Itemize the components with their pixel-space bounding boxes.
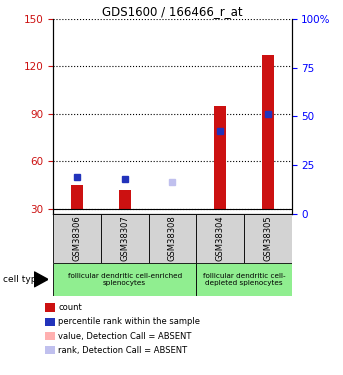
FancyBboxPatch shape (196, 262, 292, 296)
Text: follicular dendritic cell-
depleted splenocytes: follicular dendritic cell- depleted sple… (203, 273, 285, 286)
Bar (214, 106, 226, 209)
Text: GSM38305: GSM38305 (263, 215, 272, 261)
FancyBboxPatch shape (53, 214, 101, 262)
Text: GSM38307: GSM38307 (120, 215, 129, 261)
Text: cell type: cell type (3, 275, 43, 284)
Text: percentile rank within the sample: percentile rank within the sample (58, 317, 200, 326)
Text: value, Detection Call = ABSENT: value, Detection Call = ABSENT (58, 332, 192, 340)
FancyBboxPatch shape (53, 262, 196, 296)
Text: GSM38306: GSM38306 (72, 215, 82, 261)
Bar (262, 55, 274, 209)
Text: count: count (58, 303, 82, 312)
Bar (71, 185, 83, 209)
FancyBboxPatch shape (196, 214, 244, 262)
Text: follicular dendritic cell-enriched
splenocytes: follicular dendritic cell-enriched splen… (68, 273, 182, 286)
Polygon shape (34, 272, 48, 287)
FancyBboxPatch shape (101, 214, 149, 262)
Title: GDS1600 / 166466_r_at: GDS1600 / 166466_r_at (102, 4, 243, 18)
Text: GSM38304: GSM38304 (215, 215, 225, 261)
Bar (119, 190, 131, 209)
FancyBboxPatch shape (149, 214, 196, 262)
Text: rank, Detection Call = ABSENT: rank, Detection Call = ABSENT (58, 346, 187, 355)
Text: GSM38308: GSM38308 (168, 215, 177, 261)
FancyBboxPatch shape (244, 214, 292, 262)
